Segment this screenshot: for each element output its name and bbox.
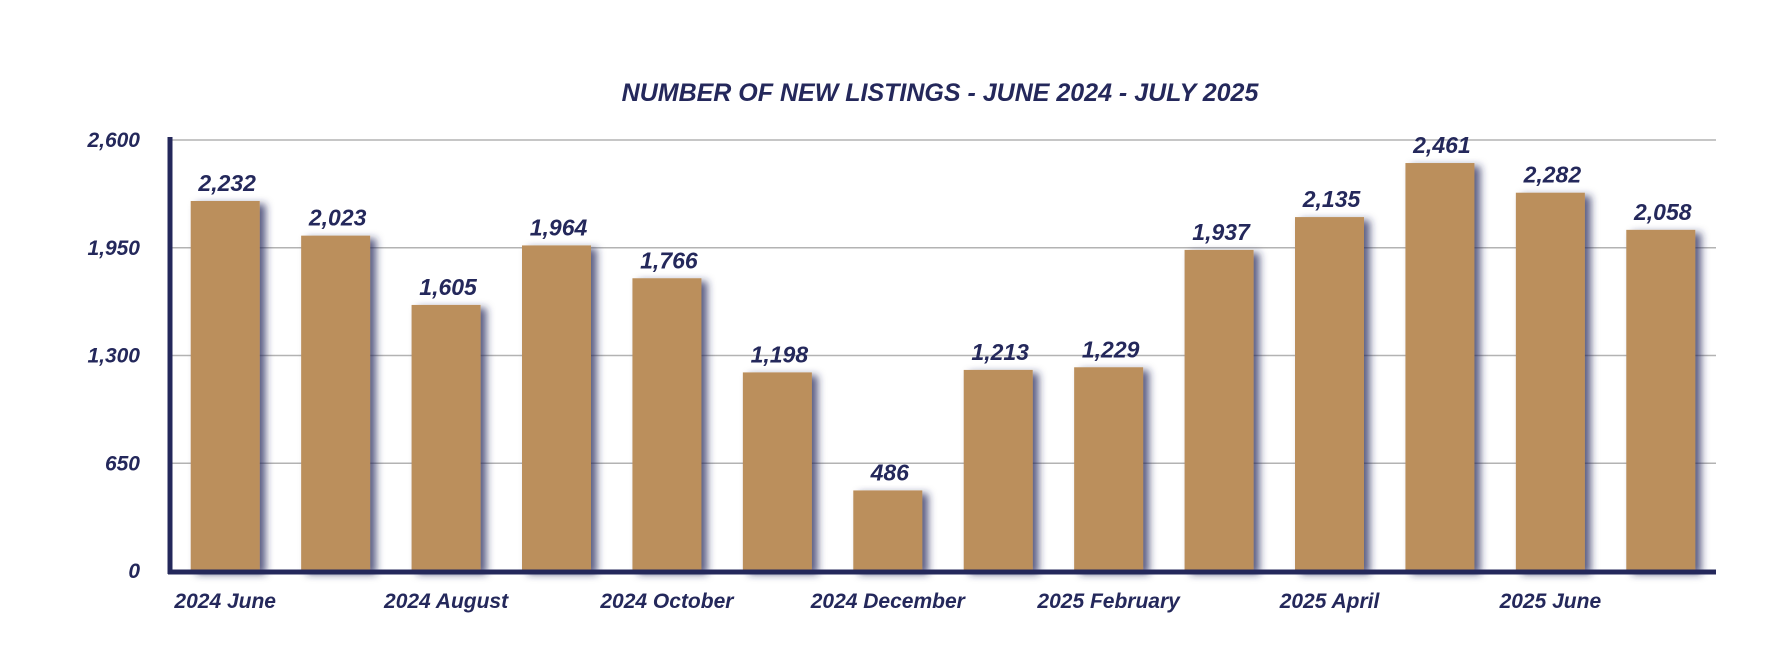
bar — [1626, 229, 1696, 571]
bar — [1405, 163, 1475, 571]
gridlines — [170, 139, 1716, 464]
y-tick-label: 2,600 — [86, 129, 140, 152]
x-tick-label: 2024 August — [383, 590, 509, 613]
y-axis-ticks: 0 650 1,300 1,950 2,600 — [86, 129, 140, 583]
bar — [411, 304, 481, 571]
x-tick-label: 2024 June — [173, 590, 276, 613]
chart-title: NUMBER OF NEW LISTINGS - JUNE 2024 - JUL… — [622, 79, 1260, 107]
data-label: 1,213 — [971, 339, 1029, 365]
x-tick-label: 2025 April — [1279, 590, 1381, 613]
x-tick-label: 2024 December — [810, 590, 967, 613]
bars — [190, 163, 1696, 572]
bar — [1295, 217, 1364, 571]
bar — [190, 201, 260, 571]
bar — [1184, 249, 1254, 571]
data-label: 1,766 — [640, 247, 698, 273]
bar — [1074, 367, 1144, 571]
x-tick-label: 2025 June — [1499, 590, 1602, 613]
x-tick-label: 2025 February — [1036, 590, 1181, 613]
data-label: 2,023 — [308, 205, 367, 231]
data-label: 1,229 — [1082, 336, 1140, 362]
data-label: 486 — [870, 459, 910, 485]
data-label: 2,135 — [1302, 186, 1362, 212]
bar — [742, 372, 812, 571]
bar — [632, 278, 702, 571]
data-labels: 2,232 2,023 1,605 1,964 1,766 1,198 486 1,213 1,… — [197, 132, 1691, 485]
bar — [301, 235, 371, 571]
axes — [167, 137, 1716, 575]
y-tick-label: 1,950 — [87, 237, 140, 260]
data-label: 1,964 — [530, 214, 588, 240]
data-label: 1,937 — [1192, 219, 1251, 245]
y-tick-label: 650 — [105, 452, 140, 475]
y-tick-label: 1,300 — [87, 345, 140, 368]
x-tick-label: 2024 October — [599, 590, 735, 613]
data-label: 1,605 — [419, 274, 478, 300]
bar — [1515, 192, 1585, 572]
data-label: 2,058 — [1633, 199, 1692, 225]
data-label: 1,198 — [751, 341, 809, 367]
bar — [963, 369, 1033, 571]
data-label: 2,232 — [197, 170, 256, 196]
x-axis-ticks: 2024 June 2024 August 2024 October 2024 Dec… — [173, 590, 1601, 613]
bar — [522, 245, 591, 571]
data-label: 2,461 — [1412, 132, 1471, 158]
bar — [853, 490, 923, 571]
data-label: 2,282 — [1523, 162, 1582, 188]
y-tick-label: 0 — [128, 560, 140, 583]
